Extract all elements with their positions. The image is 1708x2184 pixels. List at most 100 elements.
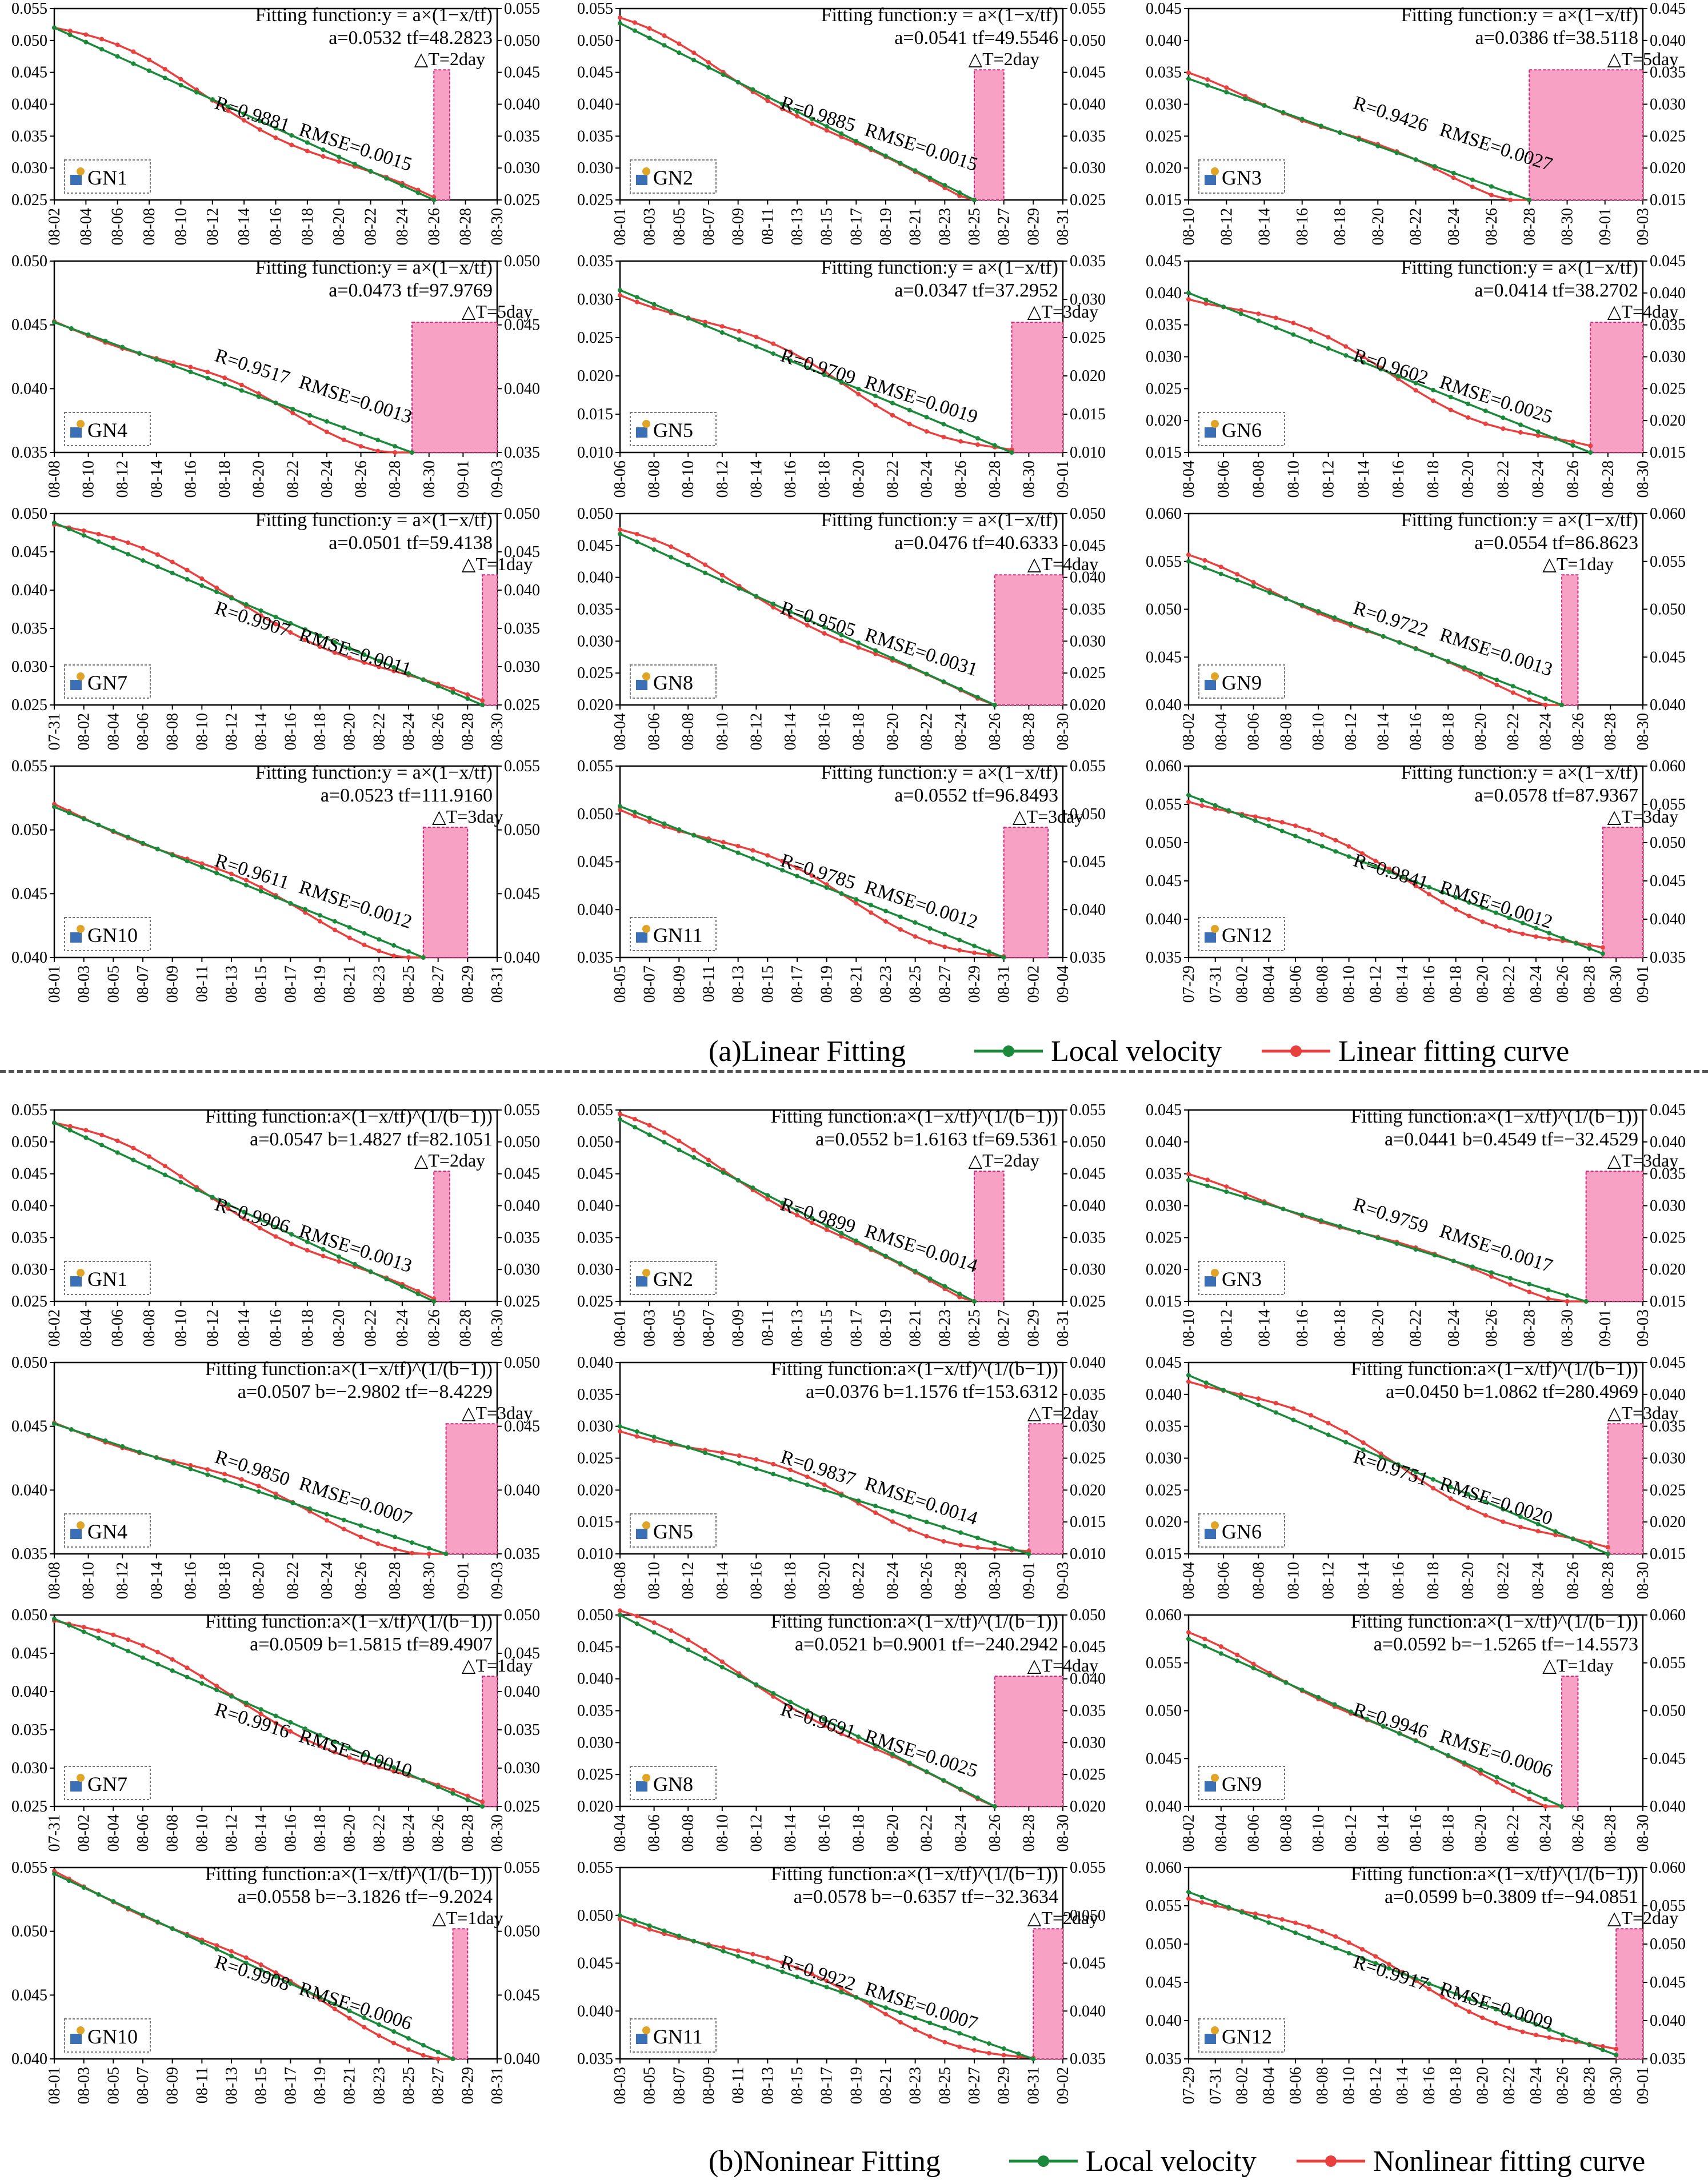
x-tick-label: 08-30 bbox=[1020, 460, 1038, 498]
point-local bbox=[1426, 884, 1431, 889]
x-tick-label: 08-30 bbox=[1559, 1309, 1577, 1347]
point-local bbox=[1413, 880, 1418, 885]
point-local bbox=[341, 1517, 346, 1522]
y-tick-label-right: 0.020 bbox=[1650, 1513, 1686, 1531]
point-fit bbox=[1508, 198, 1513, 202]
y-tick-label-right: 0.030 bbox=[1070, 1261, 1106, 1279]
point-fit bbox=[141, 546, 145, 551]
point-local bbox=[721, 1170, 726, 1175]
point-fit bbox=[822, 1482, 827, 1487]
y-tick-label-right: 0.040 bbox=[1650, 2012, 1686, 2030]
x-tick-label: 08-13 bbox=[759, 2067, 777, 2104]
point-local bbox=[992, 1541, 997, 1546]
point-local bbox=[226, 104, 231, 109]
point-local bbox=[1413, 646, 1418, 651]
point-fit bbox=[651, 537, 657, 542]
x-tick-label: 08-15 bbox=[253, 2067, 270, 2104]
y-tick-label-right: 0.010 bbox=[1070, 1545, 1106, 1563]
point-fit bbox=[1451, 175, 1456, 181]
y-tick-label-right: 0.045 bbox=[504, 543, 540, 561]
x-tick-label: 08-30 bbox=[421, 1562, 438, 1599]
point-fit bbox=[141, 1643, 145, 1648]
y-tick-label-left: 0.030 bbox=[11, 1261, 47, 1279]
point-local bbox=[721, 1949, 726, 1954]
point-local bbox=[332, 640, 337, 645]
point-local bbox=[426, 1546, 431, 1551]
point-fit bbox=[1478, 675, 1483, 680]
y-tick-label-left: 0.060 bbox=[1146, 505, 1182, 523]
x-tick-label: 08-10 bbox=[1285, 1562, 1302, 1599]
point-local bbox=[883, 153, 888, 158]
point-fit bbox=[822, 1723, 827, 1728]
delta-t-box bbox=[411, 322, 498, 454]
point-fit bbox=[1467, 2009, 1472, 2014]
point-fit bbox=[1547, 936, 1552, 941]
point-local bbox=[199, 864, 205, 869]
x-tick-label: 08-04 bbox=[611, 713, 629, 750]
point-local bbox=[1373, 864, 1378, 869]
x-tick-label: 08-04 bbox=[105, 713, 122, 750]
x-tick-label: 08-13 bbox=[223, 965, 241, 1003]
point-local bbox=[703, 323, 708, 328]
x-tick-label: 08-24 bbox=[1537, 1814, 1555, 1852]
r-label: R=0.9709 bbox=[778, 345, 858, 389]
y-tick-label-left: 0.050 bbox=[11, 1354, 47, 1372]
point-fit bbox=[1501, 1519, 1506, 1524]
point-fit bbox=[765, 853, 770, 858]
rmse-label: RMSE=0.0006 bbox=[1437, 1726, 1555, 1782]
y-tick-label-left: 0.035 bbox=[577, 1702, 613, 1720]
delta-t-label: △T=2day bbox=[414, 1150, 485, 1171]
x-tick-label: 08-30 bbox=[1054, 1814, 1072, 1852]
point-local bbox=[243, 1961, 249, 1966]
x-tick-label: 08-18 bbox=[1447, 2067, 1465, 2104]
point-local bbox=[856, 1498, 861, 1503]
x-tick-label: 08-22 bbox=[918, 713, 936, 750]
x-tick-label: 08-24 bbox=[1537, 713, 1555, 750]
delta-t-box bbox=[1561, 574, 1579, 706]
point-fit bbox=[1493, 924, 1498, 929]
point-fit bbox=[185, 1665, 190, 1670]
point-local bbox=[809, 117, 814, 122]
point-local bbox=[273, 400, 278, 406]
x-tick-label: 08-28 bbox=[952, 1562, 970, 1599]
x-tick-label: 08-08 bbox=[1250, 1562, 1267, 1599]
point-local bbox=[1583, 1299, 1589, 1304]
point-local bbox=[975, 1536, 980, 1541]
x-tick-label: 08-11 bbox=[700, 965, 718, 1002]
y-tick-label-left: 0.015 bbox=[577, 1513, 613, 1531]
x-tick-label: 08-10 bbox=[80, 1562, 98, 1599]
point-local bbox=[1243, 97, 1248, 102]
x-tick-label: 08-30 bbox=[1559, 208, 1577, 245]
station-label: GN2 bbox=[653, 1268, 693, 1291]
point-local bbox=[632, 1125, 637, 1130]
station-icon bbox=[1205, 1529, 1216, 1539]
y-tick-label-right: 0.040 bbox=[1070, 1197, 1106, 1215]
point-local bbox=[890, 1752, 895, 1757]
point-fit bbox=[719, 324, 725, 329]
point-local bbox=[1508, 191, 1513, 196]
station-icon-dot bbox=[1211, 420, 1219, 428]
x-tick-label: 08-02 bbox=[1180, 1814, 1198, 1852]
y-tick-label-left: 0.040 bbox=[1146, 911, 1182, 928]
point-local bbox=[199, 583, 205, 588]
series-line-local bbox=[1188, 794, 1603, 955]
point-local bbox=[1395, 1462, 1401, 1467]
delta-t-box bbox=[1003, 827, 1049, 958]
series-line-fit bbox=[1188, 1173, 1586, 1303]
point-local bbox=[126, 1649, 131, 1654]
point-local bbox=[273, 1713, 278, 1718]
legend-label-fit: Nonlinear fitting curve bbox=[1373, 2145, 1646, 2178]
point-fit bbox=[691, 50, 697, 55]
point-local bbox=[362, 931, 367, 936]
x-tick-label: 08-11 bbox=[730, 2067, 747, 2103]
y-tick-label-right: 0.030 bbox=[504, 658, 540, 676]
y-tick-label-right: 0.055 bbox=[1650, 1897, 1686, 1915]
y-tick-label-right: 0.040 bbox=[504, 1197, 540, 1215]
x-tick-label: 08-13 bbox=[223, 2067, 241, 2104]
x-tick-label: 08-05 bbox=[105, 965, 122, 1003]
point-local bbox=[321, 1247, 326, 1252]
point-local bbox=[305, 140, 310, 145]
x-tick-label: 08-28 bbox=[1020, 713, 1038, 750]
